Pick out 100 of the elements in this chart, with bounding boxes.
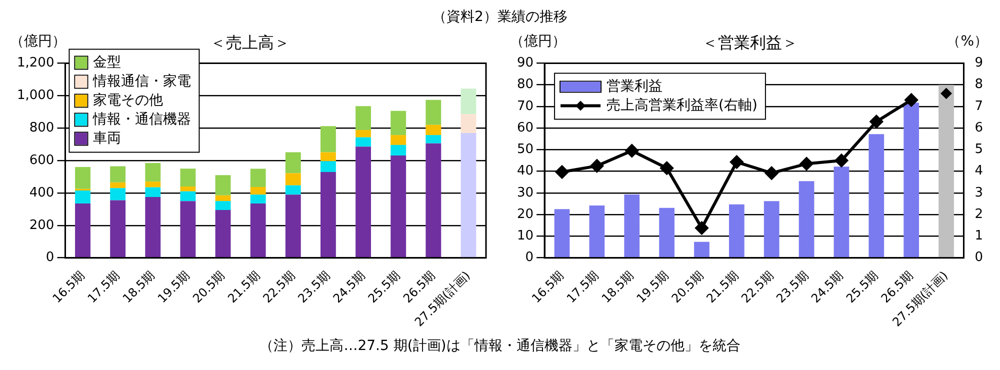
point — [695, 222, 708, 234]
y2-tick-label: 3 — [974, 185, 984, 200]
bar — [426, 143, 442, 258]
bar — [215, 195, 231, 202]
bar — [798, 181, 814, 258]
point — [660, 162, 674, 175]
y-tick-label: 200 — [29, 218, 54, 233]
bar — [250, 204, 266, 258]
bar — [426, 100, 442, 125]
bar — [460, 132, 476, 258]
bar — [110, 188, 126, 200]
point — [590, 159, 604, 172]
bar — [320, 172, 336, 258]
bar — [426, 124, 442, 136]
y2-axis-title: （%） — [946, 34, 988, 50]
y-tick-label: 0 — [46, 250, 54, 266]
bar — [110, 166, 126, 182]
y2-tick-label: 5 — [974, 142, 984, 158]
y-tick-label: 800 — [29, 120, 54, 136]
bar — [589, 206, 605, 258]
bar — [320, 126, 336, 152]
bar — [834, 166, 850, 258]
y-tick-label: 0 — [525, 250, 534, 266]
bar — [320, 152, 336, 162]
bar — [180, 201, 196, 258]
bar — [145, 187, 161, 198]
legend-label: 情報通信・家電 — [92, 73, 192, 90]
bar — [75, 204, 90, 258]
y-tick-label: 1,200 — [17, 56, 54, 71]
bar — [694, 242, 710, 258]
y-tick-label: 1,000 — [17, 88, 54, 104]
bar — [356, 146, 371, 258]
bar — [145, 197, 161, 258]
point — [556, 165, 569, 178]
bar — [460, 114, 476, 133]
y-tick-label: 20 — [516, 206, 534, 222]
point — [870, 115, 883, 128]
bar — [320, 161, 336, 172]
y-tick-label: 90 — [516, 56, 534, 71]
bar — [426, 135, 442, 144]
point — [800, 157, 814, 170]
y2-tick-label: 4 — [974, 164, 984, 179]
legend-label: 営業利益 — [606, 78, 663, 94]
y-tick-label: 10 — [516, 228, 534, 244]
bar — [728, 204, 744, 258]
y-tick-label: 30 — [516, 185, 534, 200]
y-axis-title: （億円） — [10, 34, 66, 50]
bar — [938, 84, 954, 258]
chart-title: ＜売上高＞ — [210, 32, 290, 52]
point — [625, 144, 638, 158]
bar — [356, 106, 371, 130]
bar — [285, 185, 301, 195]
bar — [215, 201, 231, 210]
point — [834, 154, 848, 168]
y-tick-label: 80 — [516, 77, 534, 92]
bar — [145, 162, 161, 182]
bar — [390, 155, 406, 258]
point — [765, 166, 778, 180]
y-tick-label: 40 — [516, 164, 534, 179]
bar — [285, 152, 301, 174]
bar — [215, 175, 231, 196]
bar — [110, 182, 126, 188]
bar — [285, 173, 301, 186]
y-tick-label: 50 — [516, 142, 534, 158]
bar — [180, 191, 196, 202]
bar — [460, 88, 476, 114]
legend-label: 車両 — [93, 130, 122, 146]
bar — [215, 210, 231, 258]
bar — [624, 194, 640, 258]
bar — [110, 200, 126, 258]
bar — [180, 186, 196, 192]
chart-title: ＜営業利益＞ — [702, 32, 798, 52]
bar — [356, 137, 371, 147]
y-tick-label: 400 — [29, 185, 54, 200]
bar — [659, 208, 674, 258]
bar — [75, 167, 90, 189]
bar — [356, 130, 371, 138]
legend-label: 家電その他 — [93, 92, 164, 108]
y-tick-label: 600 — [29, 152, 54, 168]
y2-tick-label: 0 — [974, 250, 984, 266]
bar — [764, 201, 780, 258]
y-tick-label: 60 — [516, 120, 534, 136]
bar — [390, 144, 406, 156]
bar — [285, 194, 301, 258]
bar — [250, 194, 266, 204]
bar — [180, 168, 196, 186]
bar — [390, 135, 406, 145]
y-axis-title: （億円） — [510, 34, 566, 50]
y2-tick-label: 1 — [974, 228, 984, 244]
bar — [145, 182, 161, 188]
y2-tick-label: 2 — [974, 206, 984, 222]
legend-label: 売上高営業利益率(右軸) — [606, 97, 758, 114]
bar — [250, 168, 266, 187]
legend-label: 金型 — [93, 54, 122, 70]
y2-tick-label: 8 — [974, 77, 984, 92]
bar — [868, 134, 884, 258]
y2-tick-label: 7 — [974, 98, 984, 114]
y2-tick-label: 9 — [974, 56, 984, 71]
y2-tick-label: 6 — [974, 120, 984, 136]
point — [904, 93, 918, 106]
